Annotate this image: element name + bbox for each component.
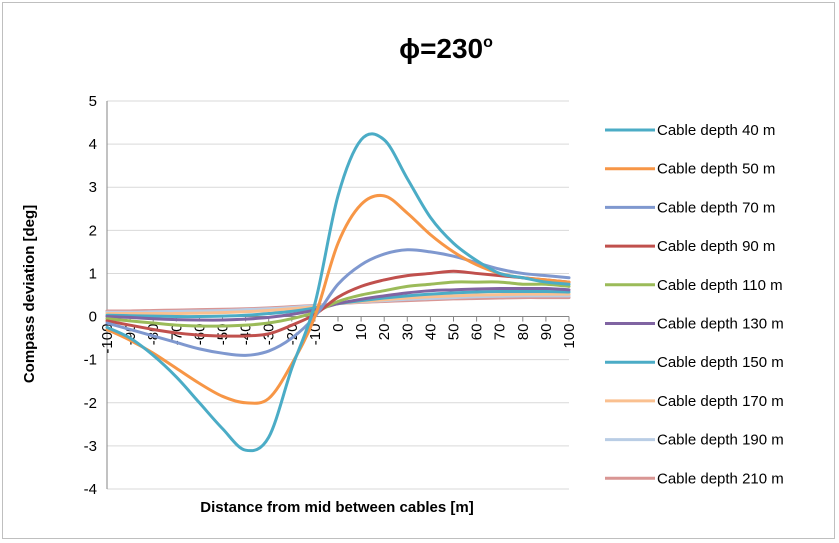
y-tick-label: 2 <box>89 222 97 239</box>
y-tick-label: 5 <box>89 93 97 110</box>
legend-label-7: Cable depth 150 m <box>657 354 784 371</box>
x-tick-label: 100 <box>561 324 578 349</box>
legend-label-5: Cable depth 110 m <box>657 277 783 294</box>
legend-layer: Cable depth 40 m Cable depth 50 m Cable de… <box>605 122 784 487</box>
x-axis-label: Distance from mid between cables [m] <box>200 499 473 516</box>
x-tick-label: 10 <box>353 324 370 341</box>
x-tick-label: 0 <box>330 324 347 332</box>
series-line-4 <box>105 269 571 338</box>
legend-label-3: Cable depth 70 m <box>657 199 775 216</box>
x-tick-label: 70 <box>492 324 509 341</box>
legend-label-4: Cable depth 90 m <box>657 238 775 255</box>
series-line-3 <box>105 248 571 357</box>
x-tick-label: 80 <box>515 324 532 341</box>
x-tick-label: -40 <box>238 324 255 346</box>
legend-label-6: Cable depth 130 m <box>657 316 784 333</box>
y-tick-label: -1 <box>84 352 97 369</box>
y-tick-label: 4 <box>89 136 97 153</box>
legend-label-10: Cable depth 210 m <box>657 470 784 487</box>
chart-title-superscript: o <box>483 34 493 51</box>
y-tick-label: -2 <box>84 395 97 412</box>
series-line-1 <box>105 132 571 453</box>
chart-title: ϕ=230o <box>399 33 493 64</box>
legend-label-1: Cable depth 40 m <box>657 122 775 139</box>
x-tick-label: 60 <box>469 324 486 341</box>
x-tick-label: 40 <box>422 324 439 341</box>
x-tick-label: 50 <box>446 324 463 341</box>
series-line-5 <box>105 280 571 328</box>
y-tick-label: 0 <box>89 309 97 326</box>
y-axis-label: Compass deviation [deg] <box>21 205 38 383</box>
series-line-6 <box>105 286 571 322</box>
legend-label-2: Cable depth 50 m <box>657 161 775 178</box>
legend-label-9: Cable depth 190 m <box>657 432 784 449</box>
y-tick-label: 1 <box>89 265 97 282</box>
y-tick-label: -4 <box>84 481 97 498</box>
chart-title-main: ϕ=230 <box>399 33 483 64</box>
y-tick-label: -3 <box>84 438 97 455</box>
y-tick-label: 3 <box>89 179 97 196</box>
legend-label-8: Cable depth 170 m <box>657 393 784 410</box>
x-tick-label: 90 <box>538 324 555 341</box>
x-tick-label: -50 <box>215 324 232 346</box>
x-tick-label: 30 <box>399 324 416 341</box>
series-layer <box>105 132 571 453</box>
x-tick-label: 20 <box>376 324 393 341</box>
